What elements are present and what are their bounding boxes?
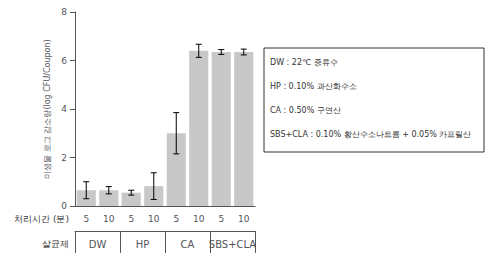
svg-text:SBS+CLA: SBS+CLA — [209, 239, 257, 250]
svg-text:5: 5 — [128, 214, 134, 224]
svg-text:DW: DW — [89, 239, 107, 250]
svg-text:HP : 0.10% 과산화수소: HP : 0.10% 과산화수소 — [270, 82, 357, 91]
svg-text:0: 0 — [61, 201, 67, 211]
svg-text:SBS+CLA : 0.10% 황산수소나트륨 + 0.05: SBS+CLA : 0.10% 황산수소나트륨 + 0.05% 카프릴산 — [270, 130, 471, 139]
svg-text:처리시간 (분): 처리시간 (분) — [14, 214, 69, 224]
svg-text:미생물 로그 감소량(log CFU/Coupon): 미생물 로그 감소량(log CFU/Coupon) — [43, 39, 52, 178]
svg-text:CA: CA — [181, 239, 195, 250]
svg-text:HP: HP — [136, 239, 150, 250]
svg-text:10: 10 — [148, 214, 160, 224]
svg-text:2: 2 — [61, 153, 67, 163]
svg-text:6: 6 — [61, 56, 67, 66]
svg-text:5: 5 — [218, 214, 224, 224]
svg-text:10: 10 — [238, 214, 250, 224]
svg-text:5: 5 — [83, 214, 89, 224]
svg-text:CA : 0.50% 구연산: CA : 0.50% 구연산 — [270, 106, 341, 115]
svg-text:10: 10 — [103, 214, 115, 224]
svg-text:10: 10 — [193, 214, 205, 224]
svg-text:5: 5 — [173, 214, 179, 224]
svg-text:DW : 22℃ 증류수: DW : 22℃ 증류수 — [270, 58, 338, 67]
svg-text:4: 4 — [61, 104, 67, 114]
svg-text:살균제: 살균제 — [42, 239, 69, 249]
svg-text:8: 8 — [61, 7, 67, 17]
